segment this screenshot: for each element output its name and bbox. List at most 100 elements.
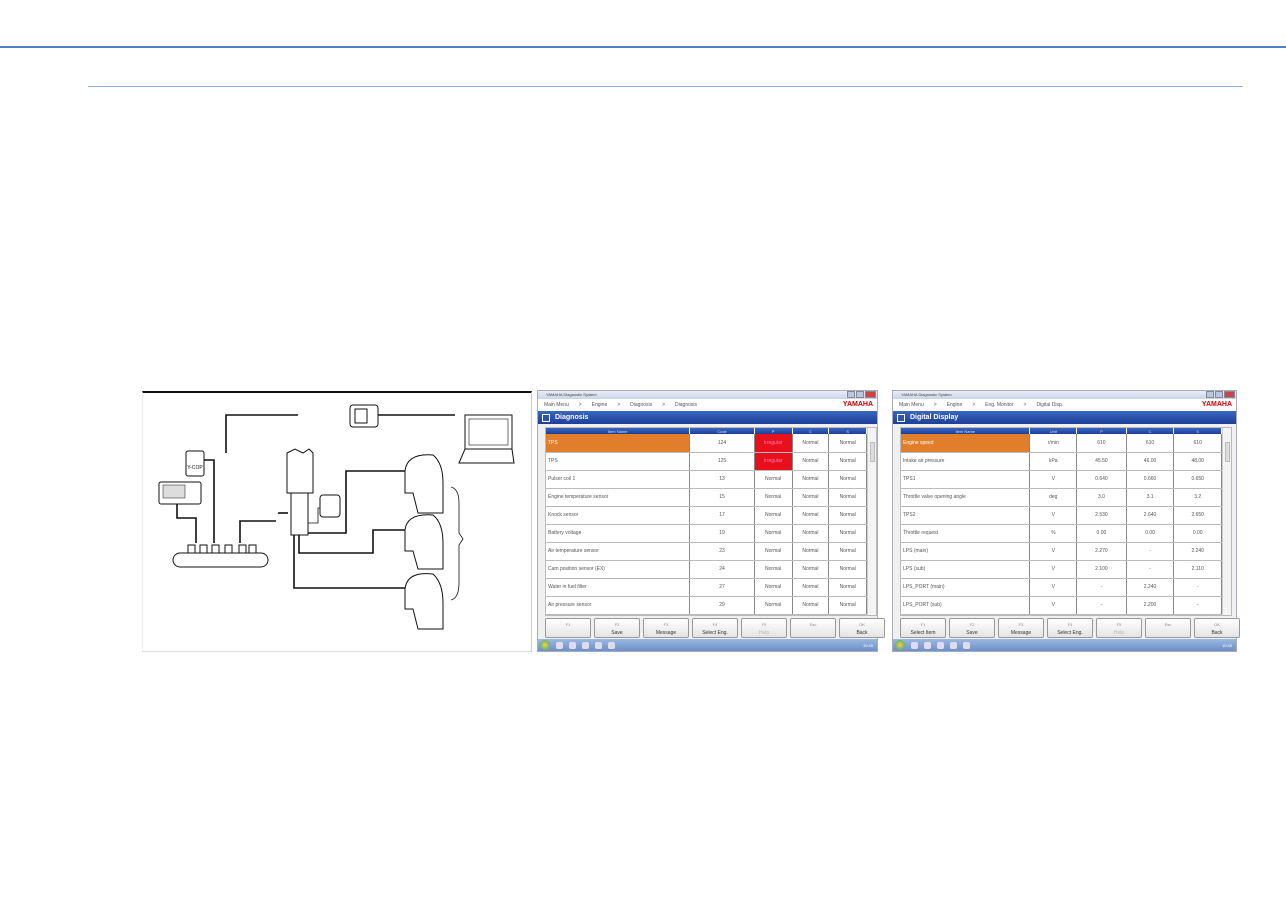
minimize-button[interactable] [1206,391,1214,398]
window-title: YAMAHA Diagnostic System [901,392,952,397]
value-cell: Normal [828,470,868,489]
maximize-button[interactable] [856,391,864,398]
table-row[interactable]: Cam position sensor (EX) 24 Normal Normal No… [546,560,876,579]
function-button-esc[interactable]: Esc [1145,618,1191,638]
breadcrumb-separator: > [933,402,937,408]
value-cell: Normal [754,524,793,543]
interface-box-icon [349,404,379,428]
table-row[interactable]: Pulser coil 1 13 Normal Normal Normal [546,470,876,489]
table-row[interactable]: Throttle request% 0.00 0.00 0.00 [901,524,1231,543]
table-row[interactable]: Intake air pressure kPa 45.50 46.00 48.00 [901,452,1231,471]
value-cell: 48.00 [1173,452,1223,471]
start-button[interactable] [895,640,905,650]
table-row[interactable]: Water in fuel filter 27 Normal Normal Normal [546,578,876,597]
breadcrumb-item[interactable]: Engine [946,402,963,408]
value-cell: 3.2 [1173,488,1223,507]
data-table: Item Name Code P C S TPS 124 Irregular Normal Nor… [545,427,877,616]
breadcrumb-item[interactable]: Main Menu [544,402,569,408]
table-row[interactable]: TPS1 V 0.640 0.660 0.650 [901,470,1231,489]
scrollbar-thumb[interactable] [870,442,875,462]
value-cell: 13 [689,470,755,489]
function-button-ok[interactable]: OK Back [1194,618,1240,638]
value-cell: Normal [754,506,793,525]
scrollbar-thumb[interactable] [1225,442,1230,462]
value-cell: Normal [754,578,793,597]
function-button-f2[interactable]: F2 Save [594,618,640,638]
page-header: Digital Display [893,411,1236,424]
taskbar-app-icon[interactable] [569,641,576,649]
item-name-cell: Knock sensor [546,506,691,525]
taskbar-app-icon[interactable] [937,641,944,649]
value-cell: 0.660 [1126,470,1175,489]
function-button-f1[interactable]: F1 [545,618,591,638]
taskbar-app-icon[interactable] [950,641,957,649]
function-button-esc[interactable]: Esc [790,618,836,638]
table-row[interactable]: Knock sensor 17 Normal Normal Normal [546,506,876,525]
breadcrumb-item[interactable]: Eng. Monitor [985,402,1014,408]
breadcrumb-item[interactable]: Diagnosis [630,402,653,408]
connection-wires [176,414,455,589]
function-button-f5[interactable]: F5 Help [741,618,787,638]
value-cell: 3.1 [1126,488,1175,507]
taskbar-app-icon[interactable] [582,641,589,649]
value-cell: 2.650 [1173,506,1223,525]
table-row[interactable]: Air temperature sensor 23 Normal Normal Norm… [546,542,876,561]
value-cell: Normal [828,560,868,579]
function-button-f4[interactable]: F4 Select Eng. [1047,618,1093,638]
item-name-cell: LPS (sub) [901,560,1031,579]
function-button-f3[interactable]: F3 Message [998,618,1044,638]
table-row[interactable]: TPS 124 Irregular Normal Normal [546,434,876,453]
table-row[interactable]: Throttle valve opening angle deg 3.0 3.1 3.2 [901,488,1231,507]
close-button[interactable] [865,391,876,398]
start-button[interactable] [540,640,550,650]
value-cell: V [1029,560,1078,579]
table-row[interactable]: TPS 125 Irregular Normal Normal [546,452,876,471]
function-button-f1[interactable]: F1 Select Item [900,618,946,638]
outboard-engines-icon [404,454,444,630]
value-cell: % [1029,524,1078,543]
value-cell: r/min [1029,434,1078,453]
value-cell: Normal [792,434,830,453]
taskbar-app-icon[interactable] [608,641,615,649]
taskbar-app-icon[interactable] [924,641,931,649]
column-header: Item Name [901,428,1031,434]
table-row[interactable]: Engine temperature sensor 15 Normal Normal N… [546,488,876,507]
table-row[interactable]: LPS (main) V 2.270-2.240 [901,542,1231,561]
breadcrumb-item[interactable]: Main Menu [899,402,924,408]
taskbar-app-icon[interactable] [911,641,918,649]
item-name-cell: Intake air pressure [901,452,1031,471]
breadcrumb-item[interactable]: Digital Disp. [1036,402,1064,408]
maximize-button[interactable] [1215,391,1223,398]
taskbar-app-icon[interactable] [556,641,563,649]
value-cell: 610 [1076,434,1127,453]
minimize-button[interactable] [847,391,855,398]
value-cell: 610 [1126,434,1175,453]
table-row[interactable]: LPS (sub) V 2.100-2.110 [901,560,1231,579]
taskbar-app-icon[interactable] [595,641,602,649]
function-button-ok[interactable]: OK Back [839,618,885,638]
item-name-cell: TPS2 [901,506,1031,525]
vertical-scrollbar[interactable] [867,428,876,615]
table-row[interactable]: LPS_PORT (sub) V -2.200- [901,596,1231,615]
value-cell: V [1029,542,1078,561]
window-title: YAMAHA Diagnostic System [546,392,597,397]
value-cell: V [1029,578,1078,597]
vertical-scrollbar[interactable] [1222,428,1231,615]
table-row[interactable]: Battery voltage 19 Normal Normal Normal [546,524,876,543]
breadcrumb-item[interactable]: Engine [591,402,608,408]
table-row[interactable]: TPS2 V 2.530 2.640 2.650 [901,506,1231,525]
taskbar-app-icon[interactable] [963,641,970,649]
item-name-cell: Battery voltage [546,524,691,543]
page-header: Diagnosis [538,411,877,424]
table-row[interactable]: LPS_PORT (main) V -2.240- [901,578,1231,597]
function-button-f2[interactable]: F2 Save [949,618,995,638]
table-row[interactable]: Engine speed r/min 610 610 610 [901,434,1231,453]
close-button[interactable] [1224,391,1235,398]
value-cell: - [1173,596,1223,615]
breadcrumb-item[interactable]: Diagnosis [675,402,698,408]
function-button-f5[interactable]: F5 Help [1096,618,1142,638]
function-button-f3[interactable]: F3 Message [643,618,689,638]
item-name-cell: Air pressure sensor [546,596,691,615]
function-button-f4[interactable]: F4 Select Eng. [692,618,738,638]
table-row[interactable]: Air pressure sensor 29 Normal Normal Normal [546,596,876,615]
